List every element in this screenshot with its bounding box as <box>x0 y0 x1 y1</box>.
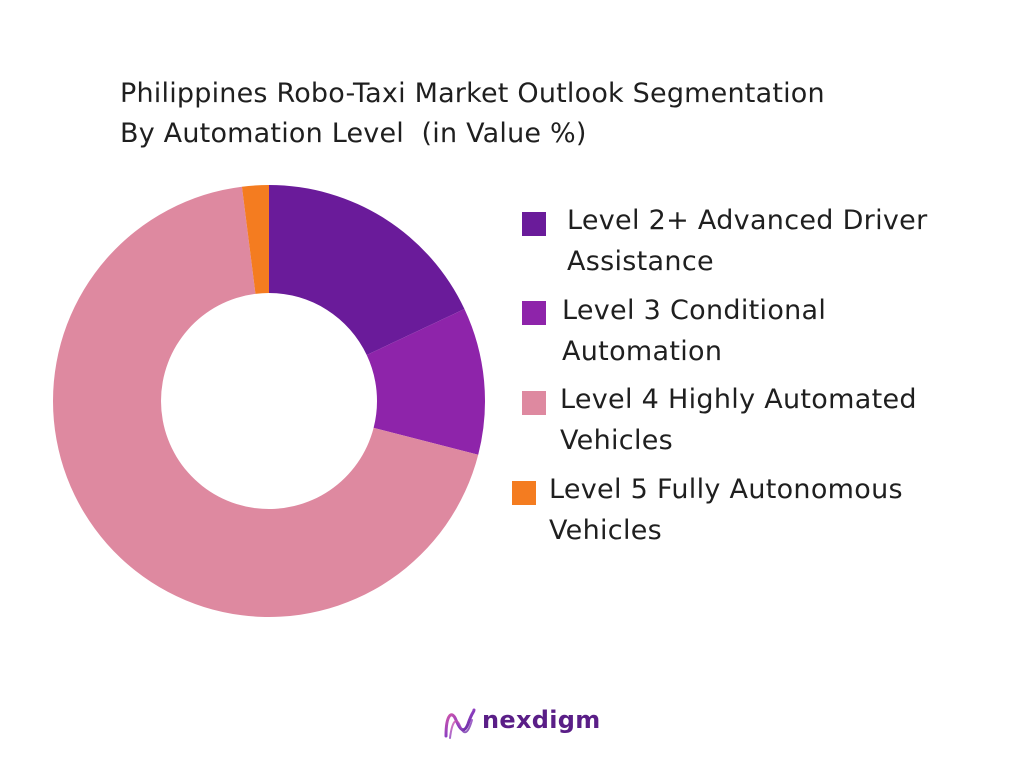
legend-label-4: Level 5 Fully Autonomous Vehicles <box>549 469 969 551</box>
legend-label-4-line-2: Vehicles <box>549 515 663 546</box>
nexdigm-logo-text: nexdigm <box>482 706 601 734</box>
donut-slice-3 <box>52 186 479 617</box>
legend-label-3-line-1: Level 4 Highly Automated <box>560 384 917 415</box>
donut-slice-2 <box>366 309 485 455</box>
chart-title-line-1: Philippines Robo-Taxi Market Outlook Seg… <box>120 78 825 109</box>
legend-swatch-4 <box>512 481 536 505</box>
nexdigm-logo: nexdigm <box>440 704 600 744</box>
nexdigm-logo-icon <box>444 708 476 739</box>
legend-swatch-3 <box>522 391 546 415</box>
legend-label-4-line-1: Level 5 Fully Autonomous <box>549 474 903 505</box>
legend-label-3-line-2: Vehicles <box>560 425 674 456</box>
chart-title: Philippines Robo-Taxi Market Outlook Seg… <box>120 74 980 154</box>
legend-label-2: Level 3 Conditional Automation <box>562 290 982 372</box>
chart-title-line-2: By Automation Level (in Value %) <box>120 118 587 149</box>
legend-swatch-1 <box>522 212 546 236</box>
legend-label-1-line-1: Level 2+ Advanced Driver <box>567 205 928 236</box>
legend-label-2-line-1: Level 3 Conditional <box>562 295 827 326</box>
legend-swatch-2 <box>522 301 546 325</box>
legend-label-3: Level 4 Highly Automated Vehicles <box>560 379 980 461</box>
legend-label-2-line-2: Automation <box>562 336 723 367</box>
legend-label-1-line-2: Assistance <box>567 246 714 277</box>
donut-slice-4 <box>241 185 269 294</box>
donut-slice-1 <box>269 185 465 356</box>
legend-label-1: Level 2+ Advanced Driver Assistance <box>567 200 987 282</box>
